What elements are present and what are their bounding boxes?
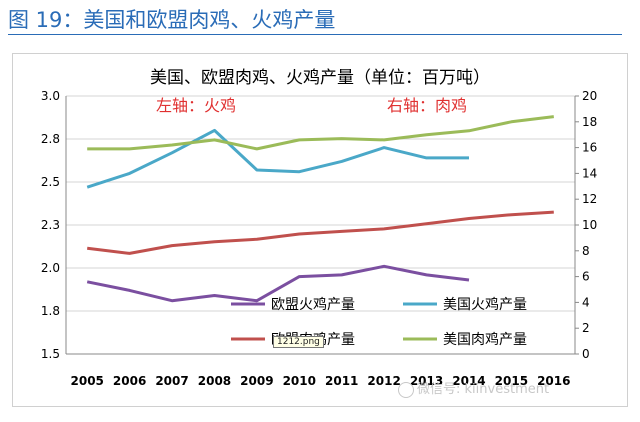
y-right-tick-label: 0 [582,347,590,361]
y-right-tick-label: 14 [582,166,597,180]
chart-svg: 1.5 1.8 2.0 2.3 2.5 2.8 3.0 0 2 4 6 8 10 12 14 16 18 20 20… [41,68,597,388]
x-tick-label: 2010 [283,374,316,388]
x-tick-label: 2015 [495,374,528,388]
watermark: 微信号: kiinvestment [398,378,549,398]
y-left-tick-label: 3.0 [41,89,60,103]
x-tick-label: 2008 [198,374,231,388]
figure-title: 图 19：美国和欧盟肉鸡、火鸡产量 [8,8,336,32]
y-right-tick-label: 4 [582,295,590,309]
y-left-tick-label: 1.8 [41,304,60,318]
y-right-tick-label: 8 [582,244,590,258]
legend-label: 美国火鸡产量 [443,296,527,313]
wechat-icon [398,381,414,398]
y-left-tick-label: 2.8 [41,132,60,146]
x-tick-label: 2014 [452,374,485,388]
chart-frame: 1.5 1.8 2.0 2.3 2.5 2.8 3.0 0 2 4 6 8 10 12 14 16 18 20 20… [12,53,628,407]
y-left-tick-label: 2.0 [41,261,60,275]
x-tick-label: 2006 [113,374,146,388]
x-tick-label: 2009 [240,374,273,388]
y-right-tick-label: 6 [582,270,590,284]
right-axis-annotation: 右轴：肉鸡 [387,96,467,115]
y-right-tick-label: 20 [582,89,597,103]
y-right-tick-label: 12 [582,192,597,206]
legend-label: 美国肉鸡产量 [443,331,527,348]
series-line [86,128,469,189]
file-tooltip: 1212.png [273,336,324,348]
y-right-tick-label: 18 [582,115,597,129]
y-left-tick-label: 2.5 [41,175,60,189]
y-right-tick-label: 16 [582,141,597,155]
y-left-tick-label: 2.3 [41,218,60,232]
x-tick-label: 2011 [325,374,358,388]
x-tick-label: 2007 [155,374,188,388]
y-right-tick-label: 2 [582,321,590,335]
y-right-tick-label: 10 [582,218,597,232]
left-axis-annotation: 左轴：火鸡 [156,96,236,115]
x-tick-label: 2012 [367,374,400,388]
series-line [87,115,554,151]
legend-label: 欧盟火鸡产量 [271,296,355,313]
series-line [87,210,554,255]
series-line [86,264,470,303]
chart-title: 美国、欧盟肉鸡、火鸡产量（单位：百万吨） [150,68,490,88]
x-tick-label: 2005 [71,374,104,388]
x-tick-label: 2016 [537,374,570,388]
title-rule [8,34,622,35]
y-left-tick-label: 1.5 [41,347,60,361]
watermark-text: 微信号: kiinvestment [417,382,550,397]
x-tick-label: 2013 [410,374,443,388]
